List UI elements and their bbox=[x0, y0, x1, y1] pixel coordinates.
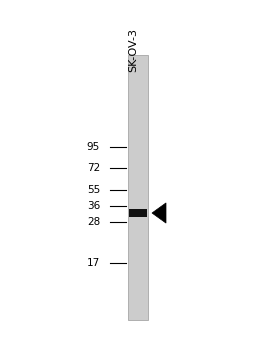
Text: 36: 36 bbox=[87, 201, 100, 211]
Bar bbox=[129, 209, 147, 217]
Text: 95: 95 bbox=[87, 142, 100, 152]
Text: 28: 28 bbox=[87, 217, 100, 227]
Text: 72: 72 bbox=[87, 163, 100, 173]
Bar bbox=[128, 55, 148, 320]
Text: 55: 55 bbox=[87, 185, 100, 195]
Text: SK-OV-3: SK-OV-3 bbox=[128, 28, 138, 72]
Text: 17: 17 bbox=[87, 258, 100, 268]
Polygon shape bbox=[152, 203, 166, 223]
